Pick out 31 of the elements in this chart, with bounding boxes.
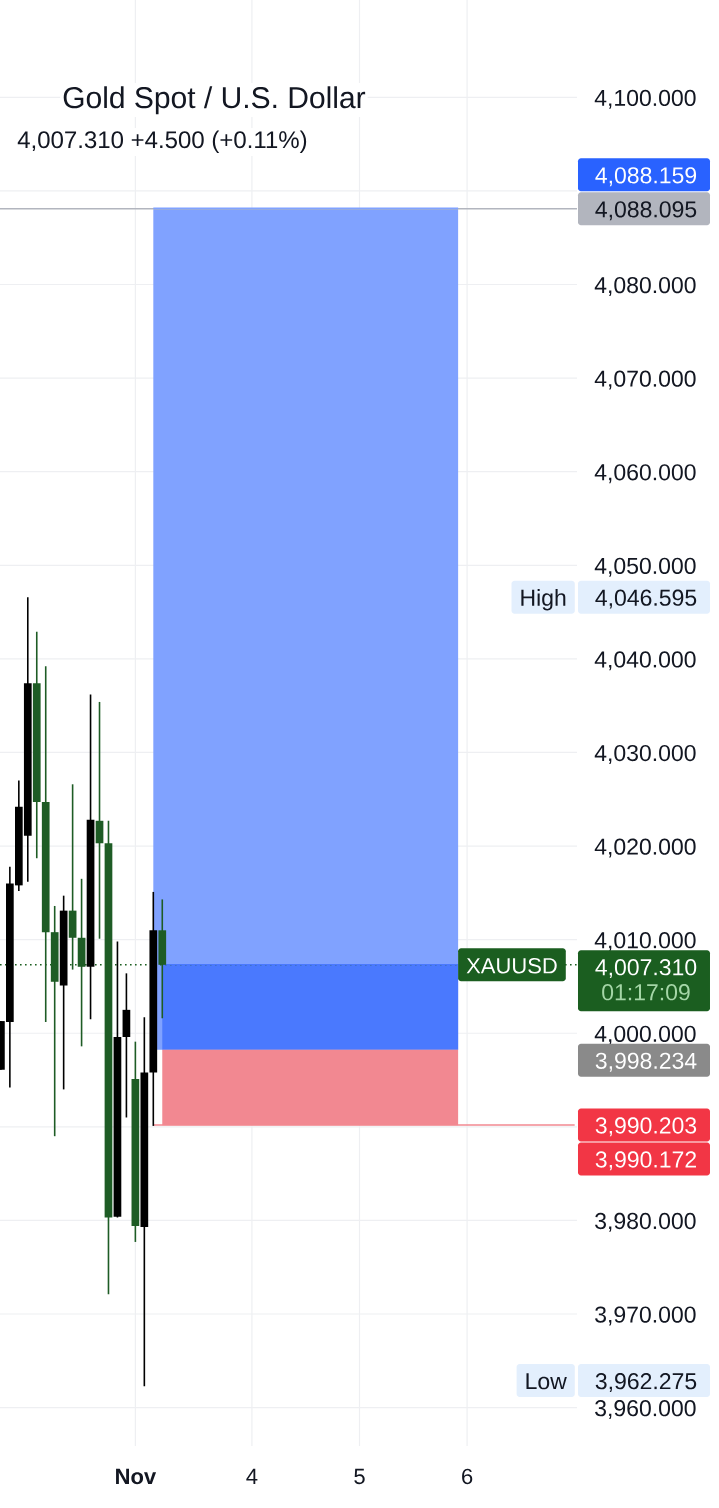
text: 01:17:09 <box>602 984 690 1001</box>
y-tick-label: 3,960.000 <box>595 1400 696 1420</box>
y-tick-label: 4,030.000 <box>594 744 696 764</box>
y-tick-label: 3,980.000 <box>595 1212 696 1232</box>
text: Gold Spot / U.S. Dollar <box>63 86 366 115</box>
x-tick-label: 5 <box>354 1468 365 1485</box>
y-tick-label: 4,100.000 <box>594 89 696 109</box>
text: 3,990.203 <box>595 1117 697 1137</box>
y-tick-label: 4,070.000 <box>594 370 696 390</box>
x-tick-label: Nov <box>116 1468 157 1485</box>
text: 4,088.095 <box>595 201 697 221</box>
text: 3,962.275 <box>595 1373 697 1393</box>
y-tick-label: 4,060.000 <box>594 464 696 484</box>
y-tick-label: 4,080.000 <box>594 276 696 296</box>
ref-line-label: XAUUSD <box>466 957 557 974</box>
text: 4,088.159 <box>595 167 697 187</box>
text: 4,046.595 <box>595 589 697 609</box>
y-tick-label: 4,050.000 <box>594 557 696 577</box>
y-tick-label: 4,000.000 <box>594 1025 696 1045</box>
text: 3,990.172 <box>595 1151 696 1171</box>
x-tick-label: 6 <box>462 1468 473 1485</box>
text: 4,007.310 <box>595 959 697 979</box>
y-tick-label: 4,010.000 <box>594 932 696 952</box>
y-tick-label: 3,970.000 <box>595 1306 696 1326</box>
y-tick-label: 4,020.000 <box>594 838 696 858</box>
annotation: High <box>521 588 566 611</box>
x-tick-label: 4 <box>246 1468 258 1484</box>
annotation: Low <box>526 1373 567 1390</box>
text: 3,998.234 <box>595 1052 697 1072</box>
text: 4,007.310 +4.500 (+0.11%) <box>17 130 307 153</box>
y-tick-label: 4,040.000 <box>594 651 696 671</box>
